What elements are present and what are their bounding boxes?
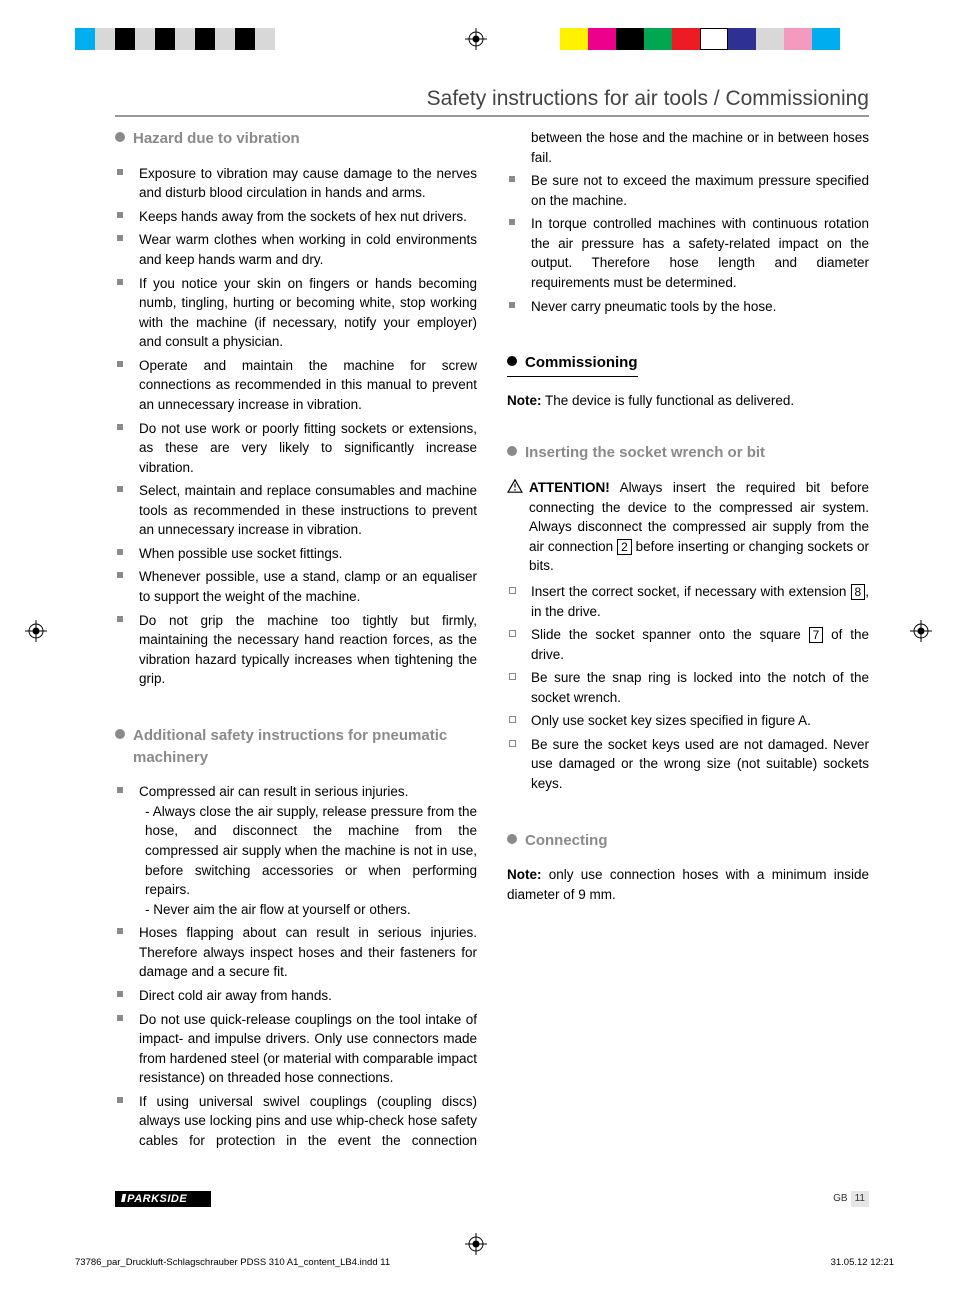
sub-item: - Always close the air supply, release p… — [139, 802, 477, 900]
registration-mark-icon — [465, 1233, 487, 1255]
list-item: Do not use quick-release couplings on th… — [139, 1010, 477, 1088]
section-title: Additional safety instructions for pneum… — [133, 727, 447, 766]
section-title: Inserting the socket wrench or bit — [525, 444, 765, 461]
ref-7: 7 — [809, 627, 824, 643]
list-item: Do not use work or poorly fitting socket… — [139, 419, 477, 478]
warning-icon — [507, 479, 523, 493]
list-item: Be sure the snap ring is locked into the… — [531, 668, 869, 707]
registration-mark-icon — [465, 28, 487, 50]
bullet-icon — [507, 356, 517, 366]
registration-mark-icon — [25, 620, 47, 642]
list-item: Compressed air can result in serious inj… — [139, 782, 477, 919]
hazard-list: Exposure to vibration may cause damage t… — [115, 164, 477, 689]
list-item: Keeps hands away from the sockets of hex… — [139, 207, 477, 227]
list-item: Do not grip the machine too tightly but … — [139, 611, 477, 689]
section-title: Commissioning — [525, 354, 638, 371]
section-connecting: Connecting — [507, 830, 869, 852]
note: Note: only use connection hoses with a m… — [507, 865, 869, 904]
ref-2: 2 — [617, 539, 632, 555]
section-inserting-socket: Inserting the socket wrench or bit — [507, 442, 869, 464]
inserting-list: Insert the correct socket, if necessary … — [507, 582, 869, 794]
content-columns: Hazard due to vibration Exposure to vibr… — [115, 128, 869, 1175]
list-item: Hoses flapping about can result in serio… — [139, 923, 477, 982]
section-title: Hazard due to vibration — [133, 130, 300, 147]
ref-8: 8 — [851, 584, 866, 600]
bullet-icon — [115, 132, 125, 142]
sub-item: - Never aim the air flow at yourself or … — [139, 900, 477, 920]
header-rule — [115, 115, 869, 117]
list-item: Whenever possible, use a stand, clamp or… — [139, 567, 477, 606]
section-pneumatic-safety: Additional safety instructions for pneum… — [115, 725, 477, 769]
list-item: Never carry pneumatic tools by the hose. — [531, 297, 869, 317]
list-item: Be sure the socket keys used are not dam… — [531, 735, 869, 794]
section-title: Connecting — [525, 832, 608, 849]
section-hazard-vibration: Hazard due to vibration — [115, 128, 477, 150]
page-number: GB11 — [833, 1191, 869, 1208]
section-commissioning: Commissioning — [507, 352, 638, 377]
list-item: When possible use socket fittings. — [139, 544, 477, 564]
list-item: Insert the correct socket, if necessary … — [531, 582, 869, 621]
list-item: Select, maintain and replace consumables… — [139, 481, 477, 540]
registration-mark-icon — [910, 620, 932, 642]
brand-logo: ///PARKSIDE — [115, 1191, 211, 1207]
list-item: Direct cold air away from hands. — [139, 986, 477, 1006]
attention-block: ATTENTION! Always insert the required bi… — [507, 478, 869, 576]
list-item: Only use socket key sizes specified in f… — [531, 711, 869, 731]
list-item: Be sure not to exceed the maximum pressu… — [531, 171, 869, 210]
list-item: Slide the socket spanner onto the square… — [531, 625, 869, 664]
list-item: Wear warm clothes when working in cold e… — [139, 230, 477, 269]
page-title: Safety instructions for air tools / Comm… — [427, 84, 869, 114]
list-item: If you notice your skin on fingers or ha… — [139, 274, 477, 352]
footer-timestamp: 31.05.12 12:21 — [831, 1256, 894, 1270]
list-item: Exposure to vibration may cause damage t… — [139, 164, 477, 203]
note: Note: The device is fully functional as … — [507, 391, 869, 411]
list-item: Operate and maintain the machine for scr… — [139, 356, 477, 415]
page: Safety instructions for air tools / Comm… — [0, 0, 954, 1305]
bullet-icon — [507, 446, 517, 456]
list-item: In torque controlled machines with conti… — [531, 214, 869, 292]
bullet-icon — [115, 729, 125, 739]
footer-filename: 73786_par_Druckluft-Schlagschrauber PDSS… — [75, 1256, 390, 1270]
bullet-icon — [507, 834, 517, 844]
